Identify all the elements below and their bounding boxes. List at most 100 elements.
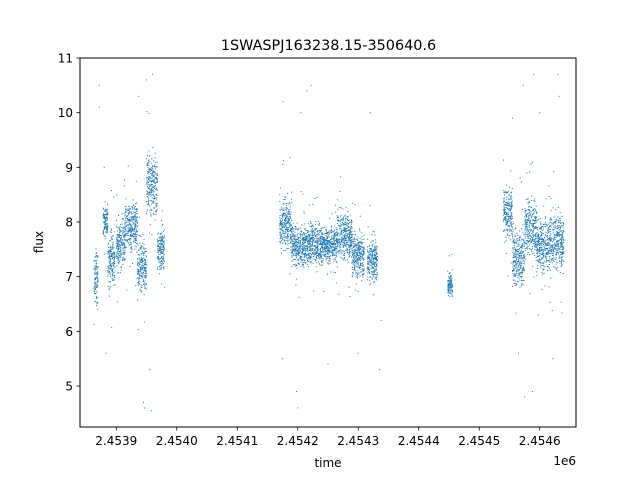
- data-point: [136, 212, 138, 214]
- data-point: [155, 187, 157, 189]
- data-point: [376, 247, 378, 249]
- data-point: [361, 247, 363, 248]
- data-point: [512, 264, 514, 266]
- data-point: [119, 252, 121, 254]
- data-point: [538, 236, 540, 238]
- data-point: [346, 230, 348, 232]
- data-point: [295, 234, 297, 236]
- data-point: [95, 287, 97, 289]
- data-point: [280, 234, 282, 236]
- data-point: [148, 194, 149, 196]
- data-point: [153, 197, 155, 199]
- data-point: [117, 249, 119, 251]
- data-point: [344, 222, 346, 224]
- data-point: [311, 234, 313, 236]
- data-point: [543, 233, 545, 235]
- data-point: [285, 224, 287, 226]
- data-point: [376, 263, 378, 265]
- data-point: [363, 272, 365, 274]
- data-point: [144, 286, 146, 288]
- data-point: [344, 238, 346, 240]
- data-point: [536, 252, 538, 254]
- data-point: [369, 270, 371, 272]
- data-point: [156, 203, 158, 205]
- data-point: [329, 246, 331, 247]
- data-point: [507, 190, 509, 192]
- data-point: [548, 244, 550, 246]
- data-point: [357, 270, 359, 272]
- data-point: [334, 243, 336, 245]
- data-point: [320, 251, 322, 253]
- data-point: [144, 263, 146, 265]
- data-point: [511, 201, 513, 203]
- data-point: [349, 214, 351, 216]
- data-point: [526, 246, 528, 248]
- data-point: [371, 255, 373, 257]
- data-point: [356, 247, 358, 248]
- data-point: [323, 238, 325, 240]
- data-point: [136, 234, 138, 235]
- data-point: [327, 240, 329, 242]
- data-point: [359, 251, 361, 253]
- data-point: [355, 245, 357, 247]
- data-point: [136, 251, 138, 253]
- data-point: [305, 247, 307, 249]
- data-point: [528, 217, 530, 219]
- data-point: [351, 275, 353, 277]
- data-point: [110, 258, 112, 260]
- data-point: [539, 248, 541, 250]
- data-point: [93, 282, 95, 284]
- data-point: [130, 235, 132, 236]
- data-point: [117, 230, 118, 232]
- data-point: [542, 249, 544, 250]
- data-point: [507, 203, 508, 205]
- data-point: [152, 184, 154, 186]
- data-point: [339, 219, 341, 221]
- data-point: [371, 244, 373, 246]
- data-point: [547, 251, 549, 253]
- data-point: [320, 236, 322, 238]
- data-point: [348, 253, 350, 255]
- data-point: [107, 286, 109, 287]
- data-point: [116, 233, 118, 235]
- data-point: [104, 238, 106, 240]
- data-point: [158, 237, 160, 238]
- data-point: [144, 262, 146, 264]
- data-point: [359, 246, 361, 248]
- data-point: [336, 282, 338, 284]
- data-point: [283, 222, 285, 224]
- data-point: [514, 251, 516, 253]
- data-point: [158, 245, 159, 247]
- data-point: [333, 250, 335, 252]
- data-point: [127, 227, 129, 229]
- data-point: [154, 178, 156, 180]
- data-point: [522, 239, 524, 241]
- data-point: [137, 226, 139, 228]
- data-point: [161, 239, 162, 241]
- data-point: [157, 266, 159, 268]
- data-point: [547, 229, 549, 231]
- data-point: [114, 254, 116, 256]
- data-point: [130, 224, 132, 226]
- data-point: [149, 180, 151, 182]
- data-point: [536, 250, 538, 252]
- data-point: [348, 239, 350, 241]
- data-point: [345, 206, 347, 208]
- data-point: [325, 250, 327, 251]
- data-point: [128, 242, 129, 244]
- data-point: [343, 245, 345, 247]
- data-point: [508, 194, 510, 196]
- data-point: [124, 227, 126, 229]
- data-point: [537, 240, 539, 241]
- data-point: [130, 226, 132, 228]
- data-point: [110, 229, 112, 231]
- data-point: [119, 232, 120, 233]
- data-point: [292, 240, 293, 242]
- data-point: [131, 218, 132, 220]
- data-point: [561, 231, 563, 233]
- data-point: [368, 268, 370, 269]
- data-point: [561, 242, 563, 244]
- data-point: [103, 222, 105, 224]
- data-point: [103, 218, 105, 220]
- data-point: [516, 242, 518, 244]
